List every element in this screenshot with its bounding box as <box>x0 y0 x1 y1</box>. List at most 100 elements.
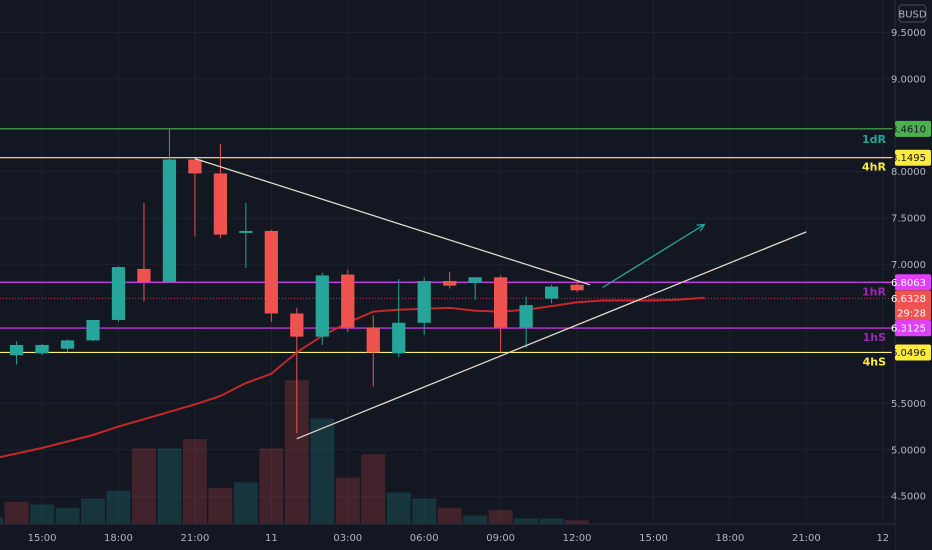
time-tick-label: 12:00 <box>563 533 592 544</box>
candle <box>519 296 533 348</box>
volume-bar <box>55 507 80 524</box>
candle-body <box>341 274 355 328</box>
candle <box>264 230 278 322</box>
volume-bar <box>30 504 55 524</box>
candle <box>417 277 431 335</box>
candle <box>137 203 151 302</box>
lower-trendline <box>296 231 807 440</box>
candle <box>86 319 100 342</box>
price-tags: 8.4610 8.1495 6.8063 6.3125 6.0496 6.6328 29:2… <box>891 120 931 361</box>
time-tick-label: 15:00 <box>639 533 668 544</box>
volume-bar <box>81 498 105 524</box>
arrow-head <box>696 223 706 232</box>
candle-body <box>111 267 126 320</box>
level-label-1hR: 1hR <box>862 285 886 298</box>
price-tick-label: 4.5000 <box>891 492 926 503</box>
volume-bar <box>182 439 207 524</box>
volume-bar <box>233 482 258 524</box>
candle-body <box>544 286 559 299</box>
volume-bar <box>335 477 360 524</box>
volume-bar <box>208 487 233 524</box>
price-tag-1hS-top-box <box>895 320 931 337</box>
candle-body <box>60 340 75 349</box>
price-tick-label: 7.0000 <box>891 260 926 271</box>
candle-body <box>9 345 24 356</box>
volume-bar <box>437 507 462 524</box>
time-axis[interactable]: 15:00 18:00 21:00 11 03:00 06:00 09:00 12:00 15:… <box>0 523 895 550</box>
volume-bars <box>0 380 590 524</box>
candle <box>494 275 508 353</box>
time-tick-label: 09:00 <box>486 533 515 544</box>
candle-body <box>35 345 49 354</box>
candle <box>162 128 177 283</box>
candle <box>468 277 482 300</box>
candle-body <box>162 159 177 282</box>
time-axis-background <box>0 524 895 550</box>
candle-body <box>86 319 100 341</box>
horizontal-levels[interactable]: 1dR 4hR 1hR 1hS 4hS <box>0 128 893 369</box>
upper-trendline <box>194 157 591 286</box>
candlesticks[interactable] <box>0 128 584 434</box>
candle-body <box>519 305 533 328</box>
candle-body <box>417 281 431 323</box>
last-price-tag: 6.6328 29:28 <box>891 290 931 321</box>
currency-badge: BUSD <box>898 4 927 23</box>
candle-body <box>315 275 329 337</box>
volume-bar <box>539 518 564 524</box>
candle-body <box>264 230 278 314</box>
volume-bar <box>310 418 335 524</box>
time-tick-label: 21:00 <box>792 533 821 544</box>
candle <box>188 158 202 237</box>
volume-bar <box>0 517 4 524</box>
level-label-1dR: 1dR <box>862 133 887 146</box>
volume-bar <box>514 518 539 524</box>
volume-bar <box>463 515 488 524</box>
volume-bar <box>488 510 513 524</box>
price-tag-4hR-text: 8.1495 <box>891 153 926 164</box>
volume-bar <box>131 448 156 524</box>
price-tag-1hS-top: 6.3125 <box>891 320 931 337</box>
candle <box>290 307 304 434</box>
volume-bar <box>157 448 182 524</box>
volume-bar <box>284 380 309 524</box>
last-price-tag-box <box>895 290 931 321</box>
candle-body <box>137 268 151 282</box>
price-tick-label: 7.5000 <box>891 213 926 224</box>
candle-body <box>188 159 202 174</box>
candle <box>315 272 329 346</box>
price-tick-label: 9.5000 <box>891 28 926 39</box>
last-price-value: 6.6328 <box>891 294 926 305</box>
candle-body <box>392 322 406 354</box>
volume-bar <box>4 501 29 524</box>
candle <box>341 269 355 333</box>
level-label-1hS: 1hS <box>863 331 886 344</box>
candle-body <box>290 313 304 337</box>
time-tick-label: 12 <box>876 533 889 544</box>
candle <box>443 271 457 289</box>
candle-body <box>468 277 482 283</box>
price-tag-4hS-text: 6.0496 <box>891 348 926 359</box>
price-tick-label: 8.0000 <box>891 167 926 178</box>
candle <box>239 203 253 269</box>
candle-body <box>494 277 508 328</box>
candle <box>392 279 406 358</box>
time-tick-label: 18:00 <box>104 533 133 544</box>
price-tag-1hR-box <box>895 274 931 291</box>
level-label-4hS: 4hS <box>863 355 886 368</box>
candle <box>544 284 559 304</box>
candle <box>60 339 75 353</box>
trendline-drawings[interactable] <box>194 157 807 440</box>
time-tick-label: 06:00 <box>410 533 439 544</box>
candle-body <box>213 173 228 235</box>
price-tag-1hS-top-text: 6.3125 <box>891 324 926 335</box>
volume-bar <box>386 492 411 524</box>
candle <box>9 341 24 365</box>
price-tick-label: 9.0000 <box>891 74 926 85</box>
price-tag-4hR-box <box>895 149 931 166</box>
volume-bar <box>259 448 284 524</box>
candle-body <box>366 327 380 353</box>
